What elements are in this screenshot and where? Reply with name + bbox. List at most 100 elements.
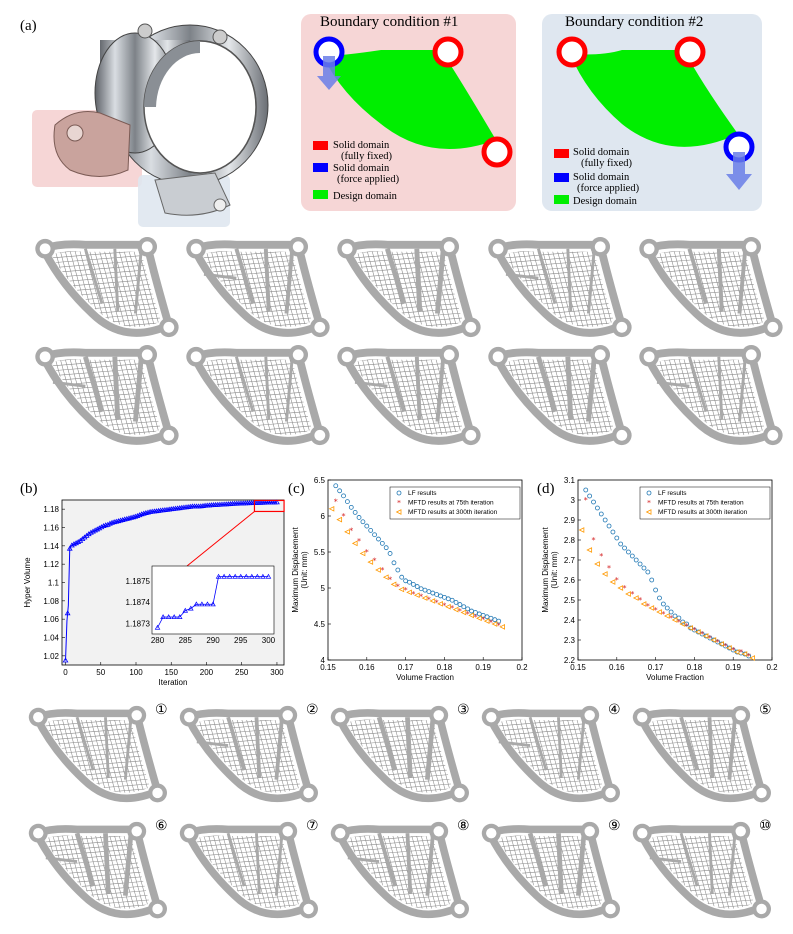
lf-point — [591, 499, 596, 505]
lf-point — [595, 505, 600, 511]
legend-swatch-design — [554, 195, 569, 204]
legend-entry: MFTD results at 300th iteration — [658, 509, 748, 516]
mftd300-point — [718, 641, 724, 647]
mftd75-point: * — [427, 596, 431, 605]
mftd300-point — [444, 603, 451, 610]
lattice-design — [330, 705, 469, 803]
lattice-design — [632, 705, 771, 803]
inset-point — [254, 573, 261, 579]
mftd300-point — [601, 571, 608, 577]
design-number-label: ⑥ — [155, 818, 168, 834]
fixed-hole-left — [556, 36, 588, 68]
bc2-legend-fixed: Solid domain (fully fixed) — [573, 147, 632, 169]
data-point — [138, 511, 145, 517]
legend-text-sub: (fully fixed) — [341, 151, 393, 162]
legend-swatch-fixed — [554, 149, 569, 158]
mftd75-point: * — [458, 607, 462, 616]
data-point — [73, 540, 79, 546]
inset-point — [210, 601, 216, 607]
inset-y-tick-label: 1.1875 — [126, 577, 151, 586]
mftd300-point — [733, 649, 740, 655]
data-point — [68, 542, 75, 548]
x-tick-label: 0.15 — [320, 663, 336, 672]
inset-point — [154, 624, 161, 630]
x-tick-label: 0.2 — [516, 663, 528, 672]
lf-point — [668, 609, 674, 615]
inset-plot-area — [151, 565, 275, 635]
legend-marker — [396, 490, 402, 496]
data-point — [104, 521, 111, 527]
inset-point — [243, 573, 250, 579]
y-axis-label: Maximum Displacement — [541, 527, 550, 613]
mftd300-point — [625, 591, 631, 597]
y-tick-label: 2.3 — [564, 636, 576, 645]
x-tick-label: 300 — [270, 668, 284, 677]
design-number-label: ① — [155, 702, 168, 718]
bc1-diagram — [313, 36, 513, 199]
mftd300-point — [406, 589, 412, 596]
inset-point — [176, 614, 183, 619]
lf-point — [660, 601, 666, 607]
lf-point — [641, 565, 647, 571]
inset-x-tick-label: 285 — [179, 636, 193, 645]
lf-point — [657, 595, 662, 601]
lf-point — [376, 536, 381, 542]
mftd75-point: * — [466, 610, 470, 619]
y-tick-label: 3 — [571, 496, 576, 505]
legend-entry: MFTD results at 300th iteration — [408, 509, 498, 516]
lf-point — [368, 528, 374, 533]
x-tick-label: 0.18 — [437, 663, 453, 672]
mftd300-point — [437, 600, 443, 607]
mftd75-point: * — [700, 630, 704, 639]
legend-text: Design domain — [573, 196, 637, 207]
data-point — [92, 527, 99, 533]
mftd300-point — [483, 618, 490, 624]
lf-point — [465, 606, 471, 612]
lattice-design — [481, 705, 620, 803]
design-tile — [332, 235, 482, 348]
mftd75-point: * — [342, 512, 346, 521]
design-number-label: ⑦ — [306, 818, 319, 834]
lattice-design — [337, 344, 481, 446]
chart-d: 0.15 0.16 0.17 0.18 0.19 0.2 2.2 2.3 2.4 2.5 2.6 2.… — [541, 476, 778, 682]
mftd75-point: * — [435, 598, 439, 607]
panel-c-label: (c) — [288, 481, 305, 497]
mftd300-point — [344, 528, 350, 535]
design-tile — [634, 343, 784, 456]
y-tick-label: 4.5 — [314, 620, 326, 629]
bc1-legend-design: Design domain — [333, 191, 397, 202]
mftd300-point — [648, 605, 655, 611]
lf-point — [618, 541, 624, 547]
y-tick-label: 1.06 — [43, 615, 59, 624]
lf-point — [379, 540, 385, 546]
legend-swatch-design — [313, 190, 328, 199]
data-point — [274, 499, 280, 505]
x-tick-label: 0.15 — [570, 663, 586, 672]
lf-point — [457, 602, 463, 607]
mftd300-point — [694, 629, 701, 635]
y-tick-label: 2.4 — [564, 616, 576, 625]
design-tile — [629, 700, 771, 817]
mftd75-point: * — [419, 593, 423, 602]
inset-point — [188, 605, 194, 611]
mftd75-point: * — [623, 584, 627, 593]
legend-swatch-fixed — [313, 141, 328, 150]
legend-entry: LF results — [658, 490, 687, 497]
design-tile — [478, 700, 620, 817]
y-tick-label: 1.12 — [43, 560, 59, 569]
y-tick-label: 1.18 — [43, 505, 59, 514]
lattice-design — [186, 344, 330, 446]
lf-point — [364, 523, 370, 529]
design-tile — [176, 700, 318, 817]
mftd75-point: * — [450, 604, 454, 613]
y-axis-unit: (Unit: mm) — [550, 551, 559, 589]
y-tick-label: 2.6 — [564, 576, 576, 585]
mftd75-point: * — [373, 557, 377, 566]
lf-point — [414, 584, 420, 589]
mftd75-point: * — [708, 634, 712, 643]
inset-x-tick-label: 300 — [262, 636, 276, 645]
design-number-label: ③ — [457, 702, 470, 718]
legend-marker — [395, 509, 402, 515]
inset-point — [232, 573, 238, 579]
data-point — [134, 512, 141, 518]
